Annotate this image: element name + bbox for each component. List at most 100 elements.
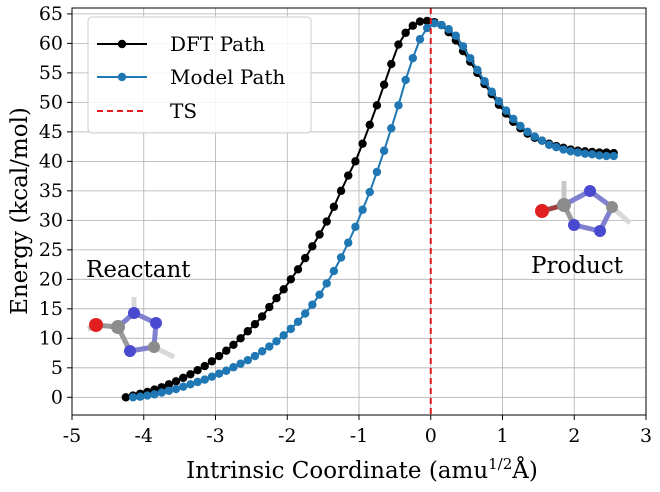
y-tick-label: 10 (39, 327, 63, 349)
legend-dft-marker (117, 39, 127, 49)
model-point (344, 238, 353, 247)
dft-point (415, 17, 425, 26)
dft-point (265, 302, 274, 312)
y-tick-label: 5 (51, 357, 63, 379)
model-point (186, 380, 195, 389)
legend-model-marker (117, 72, 127, 82)
dft-point (300, 253, 310, 263)
model-point (501, 106, 511, 115)
model-point (236, 359, 245, 368)
model-point (473, 65, 482, 75)
model-point (214, 369, 224, 378)
model-point (480, 76, 489, 86)
x-axis-label-main: Intrinsic Coordinate (amu (186, 458, 488, 484)
dft-point (214, 351, 224, 361)
dft-point (243, 327, 252, 336)
x-tick-label: -5 (63, 425, 82, 447)
x-axis-label: Intrinsic Coordinate (amu1/2Å) (186, 455, 538, 484)
x-tick-label: -4 (134, 425, 153, 447)
dft-point (222, 346, 231, 355)
model-point (143, 391, 152, 400)
series-layer (121, 16, 618, 402)
dft-point (193, 365, 202, 375)
dft-point (315, 230, 324, 239)
reactant-label: Reactant (86, 257, 191, 283)
x-tick-label: 2 (568, 425, 580, 447)
x-tick-label: 3 (640, 425, 652, 447)
y-tick-label: 60 (39, 32, 63, 54)
model-point (573, 148, 583, 157)
model-point (171, 384, 181, 394)
y-tick-label: 65 (39, 3, 63, 25)
model-point (365, 187, 374, 197)
model-point (193, 377, 202, 387)
product-molecule-image (535, 181, 632, 237)
dft-point (286, 275, 296, 284)
model-point (322, 279, 331, 288)
dft-point (171, 377, 181, 386)
model-point (466, 53, 475, 63)
model-point (293, 317, 303, 327)
model-point (179, 382, 188, 391)
dft-point (164, 380, 174, 389)
product-label: Product (531, 253, 624, 279)
legend-ts-label: TS (170, 99, 197, 123)
model-point (150, 390, 159, 399)
dft-point (344, 171, 353, 180)
legend-model-label: Model Path (170, 65, 285, 89)
dft-point (200, 361, 209, 371)
x-axis-label-tail: Å) (511, 456, 538, 484)
model-point (430, 19, 439, 28)
y-tick-label: 30 (39, 209, 63, 231)
model-point (444, 25, 453, 34)
model-point (595, 151, 604, 160)
model-point (451, 31, 461, 40)
model-point (157, 388, 166, 397)
dft-point (372, 101, 382, 110)
model-point (265, 342, 274, 351)
x-tick-label: -1 (350, 425, 369, 447)
dft-point (179, 373, 188, 383)
model-point (544, 140, 554, 150)
model-point (408, 53, 418, 63)
model-point (415, 35, 425, 44)
dft-point (401, 28, 410, 37)
model-point (494, 96, 504, 106)
series-model-path (128, 19, 618, 402)
model-point (523, 127, 532, 137)
model-point (559, 145, 568, 154)
legend-dft-label: DFT Path (170, 32, 265, 56)
dft-point (279, 285, 288, 294)
dft-point (257, 312, 267, 321)
model-point (164, 386, 174, 396)
x-tick-label: -3 (206, 425, 225, 447)
model-point (609, 151, 618, 161)
model-point (279, 331, 288, 340)
model-point (487, 87, 496, 96)
dft-point (236, 334, 245, 343)
y-tick-label: 45 (39, 121, 63, 143)
dft-point (387, 59, 396, 69)
y-tick-label: 25 (39, 239, 63, 261)
dft-point (394, 40, 403, 49)
legend-box (87, 16, 312, 134)
y-tick-label: 15 (39, 298, 63, 320)
dft-point (422, 16, 432, 26)
dft-point (229, 340, 238, 350)
x-axis-label-sup: 1/2 (488, 455, 512, 473)
dft-point (351, 157, 360, 166)
dft-point (207, 357, 217, 366)
dft-point (272, 294, 281, 303)
model-point (250, 351, 260, 361)
dft-point (336, 186, 346, 196)
model-point (358, 205, 367, 214)
x-tick-label: 0 (425, 425, 437, 447)
y-tick-label: 55 (39, 62, 63, 84)
x-tick-label: -2 (278, 425, 297, 447)
model-point (587, 150, 597, 159)
legend: DFT Path Model Path TS (87, 16, 312, 134)
model-point (200, 375, 209, 384)
y-tick-label: 35 (39, 180, 63, 202)
model-point (516, 121, 525, 131)
